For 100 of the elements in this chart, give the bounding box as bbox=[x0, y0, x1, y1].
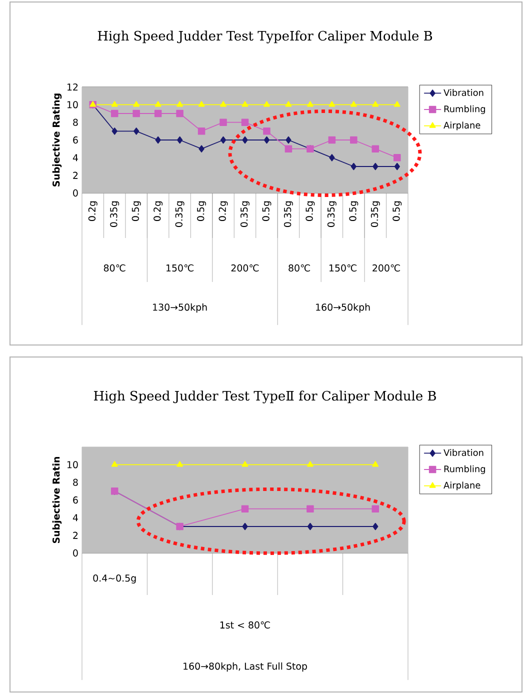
point bbox=[394, 162, 400, 170]
y-tick-label: 10 bbox=[67, 461, 78, 468]
point bbox=[176, 461, 184, 467]
x-tick-label: 0.5g bbox=[262, 201, 272, 221]
point bbox=[284, 145, 292, 152]
point bbox=[372, 162, 378, 170]
point bbox=[306, 461, 314, 467]
point bbox=[350, 162, 357, 170]
point bbox=[176, 110, 184, 118]
point bbox=[372, 522, 378, 530]
text: 160→50kph bbox=[316, 303, 370, 313]
x-tick-label: 0.5g bbox=[306, 201, 315, 221]
point bbox=[394, 101, 400, 107]
y-tick-label: 6 bbox=[73, 496, 78, 504]
y-tick-label: 2 bbox=[73, 172, 78, 179]
chart-title: High Speed Judder Test TypeⅠfor Caliper Module B bbox=[98, 30, 432, 44]
point bbox=[111, 461, 118, 467]
x-tick-label: 0.2g bbox=[218, 201, 228, 221]
x-tick-label: 0.4~0.5g bbox=[93, 574, 136, 584]
point bbox=[306, 505, 314, 512]
point bbox=[242, 522, 248, 530]
text: 160→80kph, Last Full Stop bbox=[184, 662, 307, 672]
point bbox=[220, 136, 226, 144]
legend-label: Rumbling bbox=[444, 465, 485, 474]
y-tick-label: 8 bbox=[73, 118, 78, 126]
point bbox=[307, 522, 314, 530]
point bbox=[241, 505, 249, 512]
text: 200℃ bbox=[231, 264, 259, 272]
text: 200℃ bbox=[372, 264, 400, 272]
point bbox=[286, 136, 292, 144]
y-axis-title: Subjective Ratin bbox=[52, 457, 62, 544]
point bbox=[242, 461, 248, 467]
point bbox=[263, 128, 270, 135]
legend-label: Airplane bbox=[444, 482, 480, 490]
point bbox=[111, 101, 118, 107]
text: 150℃ bbox=[330, 264, 356, 272]
point bbox=[241, 118, 249, 126]
point bbox=[198, 128, 206, 135]
legend-label: Airplane bbox=[444, 122, 480, 130]
x-tick-label: 0.2g bbox=[154, 201, 163, 221]
text: 130→50kph bbox=[153, 303, 207, 313]
y-axis-title: Subjective Rating bbox=[52, 94, 62, 186]
x-tick-label: 0.5g bbox=[349, 201, 358, 221]
x-tick-label: 0.2g bbox=[88, 201, 98, 221]
point bbox=[176, 101, 184, 107]
point bbox=[220, 101, 226, 107]
point bbox=[242, 136, 248, 144]
point bbox=[372, 461, 379, 467]
point bbox=[328, 136, 336, 144]
point bbox=[306, 101, 314, 107]
x-tick-label: 0.5g bbox=[132, 201, 141, 221]
point bbox=[198, 101, 205, 107]
point bbox=[110, 110, 118, 118]
point bbox=[350, 101, 357, 107]
chart-title: High Speed Judder Test TypeⅡ for Caliper Module B bbox=[94, 390, 436, 404]
point bbox=[242, 101, 248, 107]
text: 1st < 80℃ bbox=[220, 621, 270, 629]
point bbox=[220, 118, 227, 126]
point bbox=[133, 128, 140, 135]
y-tick-label: 4 bbox=[72, 154, 78, 162]
x-tick-label: 0.5g bbox=[197, 201, 206, 221]
point bbox=[112, 128, 118, 135]
point bbox=[133, 101, 140, 107]
point bbox=[264, 101, 270, 107]
x-tick-label: 0.35g bbox=[327, 201, 336, 227]
point bbox=[154, 110, 162, 118]
x-tick-label: 0.5g bbox=[392, 201, 402, 221]
point bbox=[328, 101, 336, 107]
point bbox=[372, 145, 380, 152]
y-tick-label: 10 bbox=[67, 101, 78, 108]
legend-label: Vibration bbox=[444, 89, 484, 96]
point bbox=[372, 101, 379, 107]
point bbox=[176, 136, 183, 144]
point bbox=[264, 136, 270, 144]
y-tick-label: 0 bbox=[73, 549, 78, 557]
legend-label: Vibration bbox=[444, 449, 484, 456]
y-tick-label: 0 bbox=[73, 189, 78, 197]
x-tick-label: 0.35g bbox=[175, 201, 184, 227]
y-tick-label: 4 bbox=[72, 514, 78, 522]
text: 80℃ bbox=[104, 264, 126, 272]
point bbox=[154, 101, 162, 107]
legend-label: Rumbling bbox=[444, 105, 485, 114]
text: 150℃ bbox=[166, 264, 194, 272]
point bbox=[198, 145, 204, 152]
point bbox=[350, 136, 358, 144]
y-tick-label: 8 bbox=[73, 478, 78, 486]
x-tick-label: 0.35g bbox=[240, 201, 250, 227]
x-tick-label: 0.35g bbox=[110, 201, 120, 227]
point bbox=[132, 110, 140, 118]
point bbox=[285, 101, 292, 107]
point bbox=[372, 505, 380, 512]
x-tick-label: 0.35g bbox=[370, 201, 380, 227]
point bbox=[155, 136, 161, 144]
y-tick-label: 2 bbox=[73, 532, 78, 539]
point bbox=[393, 154, 401, 162]
y-tick-label: 6 bbox=[73, 136, 78, 144]
text: 80℃ bbox=[288, 264, 310, 272]
y-tick-label: 12 bbox=[67, 83, 78, 91]
x-tick-label: 0.35g bbox=[284, 201, 293, 227]
point bbox=[329, 154, 335, 162]
